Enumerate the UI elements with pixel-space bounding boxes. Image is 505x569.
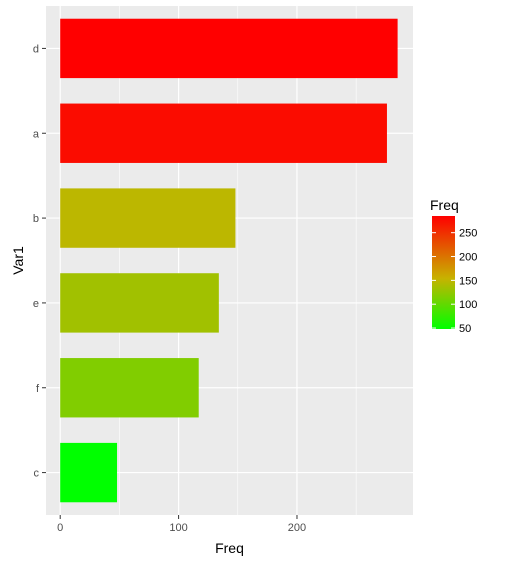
legend-colorbar: [432, 216, 455, 329]
bar-e: [60, 273, 219, 333]
y-axis-title: Var1: [10, 246, 26, 275]
bar-a: [60, 103, 387, 163]
legend-tick-label: 50: [459, 323, 471, 335]
y-tick-label: e: [33, 298, 39, 310]
legend-tick-label: 200: [459, 252, 477, 264]
legend-tick-label: 100: [459, 299, 477, 311]
bar-b: [60, 188, 236, 248]
y-tick-label: a: [33, 128, 40, 140]
y-tick-label: c: [34, 468, 40, 480]
bar-f: [60, 358, 199, 418]
legend-tick-label: 150: [459, 275, 477, 287]
x-axis: 0 100 200: [57, 515, 306, 534]
bar-c: [60, 442, 118, 503]
y-axis: d a b e f c: [33, 43, 46, 480]
x-tick-label: 0: [57, 522, 63, 534]
y-tick-label: f: [36, 383, 40, 395]
bar-d: [60, 18, 398, 79]
legend-tick-label: 250: [459, 228, 477, 240]
legend: Freq 50 100 150 200 250: [430, 197, 477, 335]
legend-ticks: 50 100 150 200 250: [432, 228, 477, 335]
bars: [60, 18, 398, 503]
x-tick-label: 100: [169, 522, 187, 534]
y-tick-label: d: [33, 43, 39, 55]
x-axis-title: Freq: [215, 540, 244, 556]
x-tick-label: 200: [288, 522, 306, 534]
legend-title: Freq: [430, 197, 459, 213]
plot-panel: [46, 6, 413, 515]
y-tick-label: b: [33, 213, 39, 225]
